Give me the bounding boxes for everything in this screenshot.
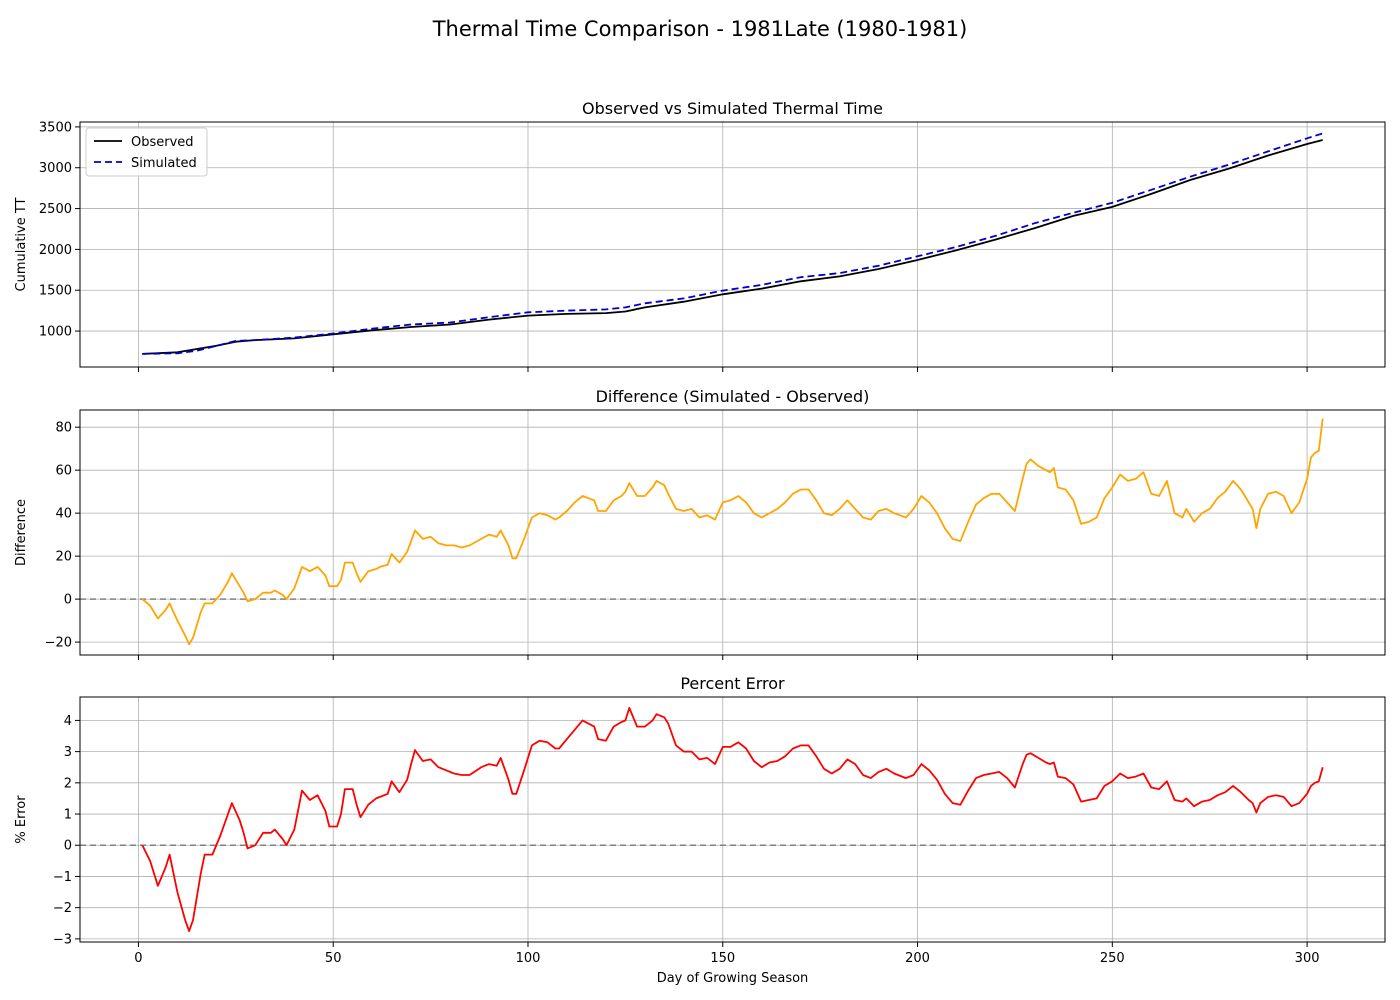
y-tick-label: 2000 — [39, 243, 72, 258]
axes-frame — [79, 696, 1386, 943]
y-tick-label: −2 — [53, 901, 72, 916]
y-tick-label: 3000 — [39, 161, 72, 176]
x-tick-label: 200 — [905, 951, 930, 966]
panel-title: Difference (Simulated - Observed) — [596, 387, 870, 406]
panel-3: 0 50 100 150 200 250 300 −3 −2 −1 0 1 2 3 4 Percent Err… — [14, 674, 1386, 986]
y-tick-label: 2500 — [39, 202, 72, 217]
panel-1: 1000 1500 2000 2500 3000 3500 Observed vs Simu… — [14, 99, 1386, 372]
x-tick-label: 0 — [134, 951, 142, 966]
y-tick-label: 4 — [64, 714, 72, 729]
panel-title: Percent Error — [680, 674, 785, 693]
y-tick-label: 0 — [64, 593, 72, 608]
x-tick-label: 250 — [1100, 951, 1125, 966]
y-tick-label: 60 — [55, 464, 72, 479]
series-line-simulated — [142, 132, 1323, 355]
x-tick-label: 150 — [710, 951, 735, 966]
y-axis-label: Cumulative TT — [14, 197, 29, 291]
x-tick-label: 300 — [1295, 951, 1320, 966]
axes-frame — [79, 121, 1386, 368]
y-tick-label: −20 — [45, 636, 72, 651]
y-tick-label: 20 — [55, 550, 72, 565]
panel-2: −20 0 20 40 60 80 Difference (Simulated - Obse… — [14, 387, 1386, 660]
legend-label-observed: Observed — [131, 135, 194, 150]
y-tick-label: −3 — [53, 932, 72, 947]
series-line-panel2 — [141, 418, 1324, 646]
panel-title: Observed vs Simulated Thermal Time — [582, 99, 883, 118]
y-tick-label: 3500 — [39, 120, 72, 135]
y-axis-label: % Error — [14, 795, 29, 844]
series-line-panel3 — [141, 707, 1324, 932]
y-tick-label: 40 — [55, 507, 72, 522]
legend: Observed Simulated — [85, 127, 208, 177]
y-axis-label: Difference — [14, 499, 29, 566]
x-tick-label: 100 — [516, 951, 541, 966]
y-tick-label: 3 — [64, 745, 72, 760]
y-tick-label: 80 — [55, 421, 72, 436]
x-axis-label: Day of Growing Season — [657, 971, 809, 986]
legend-box — [85, 127, 208, 177]
axes-frame — [79, 409, 1386, 656]
x-tick-label: 50 — [325, 951, 342, 966]
series-line-observed — [142, 139, 1323, 355]
y-tick-label: 1 — [64, 808, 72, 823]
figure-suptitle: Thermal Time Comparison - 1981Late (1980… — [432, 17, 968, 41]
legend-label-simulated: Simulated — [131, 156, 197, 171]
y-tick-label: 1500 — [39, 284, 72, 299]
y-tick-label: 0 — [64, 839, 72, 854]
y-tick-label: 2 — [64, 776, 72, 791]
y-tick-label: 1000 — [39, 325, 72, 340]
y-tick-label: −1 — [53, 870, 72, 885]
